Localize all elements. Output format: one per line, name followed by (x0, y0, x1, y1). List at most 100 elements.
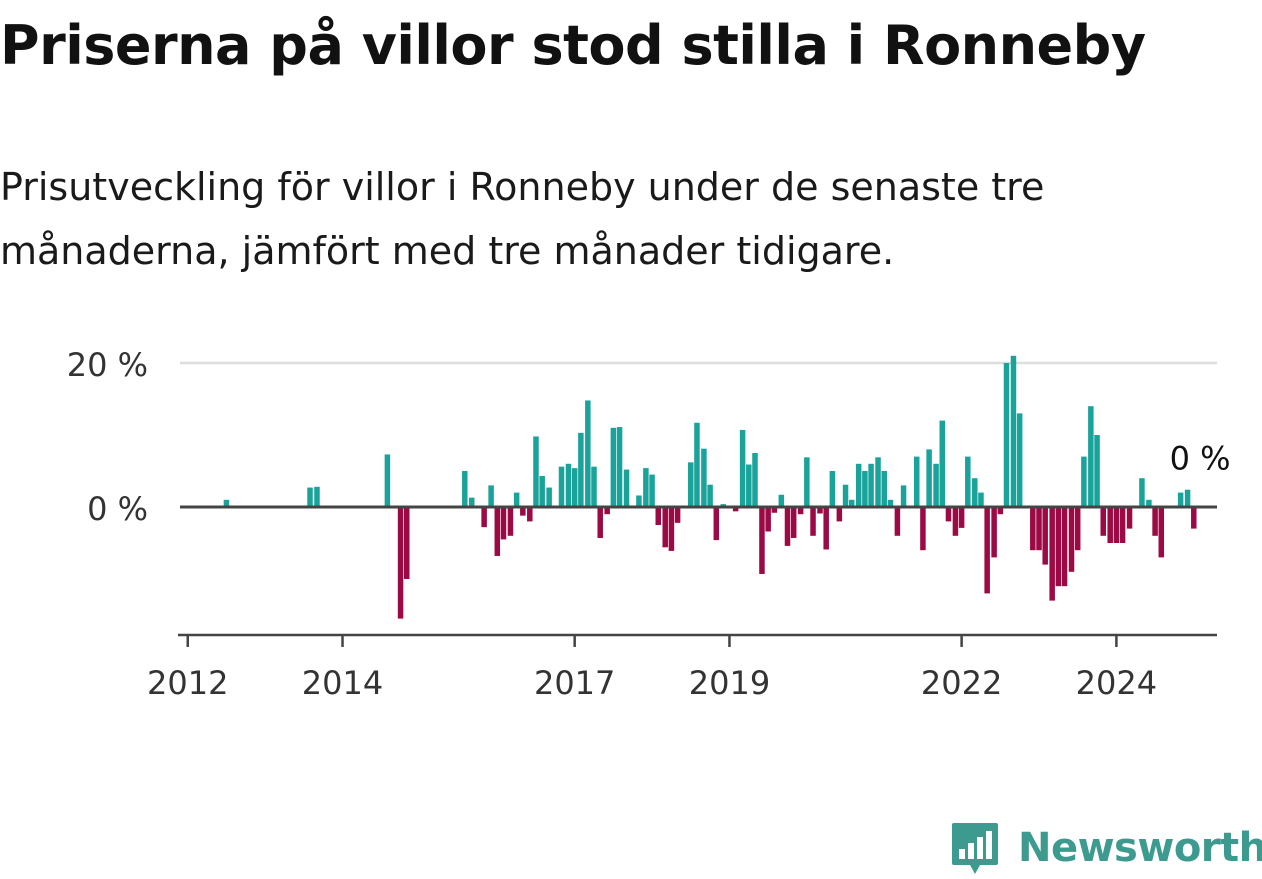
bar (997, 507, 1004, 515)
bar (926, 449, 932, 507)
bar (314, 486, 320, 507)
bar (1177, 492, 1184, 507)
bar (765, 507, 771, 532)
bar (1184, 489, 1191, 507)
bar (585, 400, 591, 507)
bar (913, 456, 920, 507)
bar (713, 507, 720, 541)
bar (1003, 363, 1010, 507)
newsworthy-logo-icon (952, 823, 998, 874)
bar (668, 507, 675, 551)
bar (739, 429, 746, 507)
bar (823, 507, 829, 550)
bar (1107, 507, 1113, 543)
bar (500, 507, 507, 540)
bar (469, 497, 475, 507)
bar (875, 457, 881, 507)
bar (1126, 507, 1133, 529)
x-tick-label: 2019 (689, 664, 770, 702)
bar (688, 462, 694, 507)
bar (1100, 507, 1106, 536)
bar (604, 507, 610, 515)
bar (546, 487, 552, 507)
last-value-label: 0 % (1170, 440, 1231, 478)
bar (674, 507, 681, 523)
bar (1030, 507, 1036, 551)
bar (829, 471, 836, 507)
bar (565, 463, 572, 507)
bar (223, 499, 230, 507)
bar (797, 507, 804, 515)
bar (752, 453, 758, 507)
bar (790, 507, 797, 538)
x-tick-label: 2014 (302, 664, 383, 702)
y-tick-label: 0 % (87, 490, 148, 528)
bar (1088, 406, 1094, 507)
bar (1049, 507, 1055, 601)
bar (881, 471, 887, 507)
bar (1113, 507, 1120, 543)
bar (778, 494, 785, 507)
newsworthy-logo: Newsworthy (950, 818, 1262, 878)
bar (978, 492, 984, 507)
x-tick-label: 2022 (921, 664, 1002, 702)
bar (481, 507, 487, 528)
bar (520, 507, 526, 516)
page-title: Priserna på villor stod stilla i Ronneby (0, 14, 1146, 77)
bar (662, 507, 668, 548)
bar (991, 507, 997, 558)
bar (771, 507, 778, 513)
bar (1119, 507, 1126, 543)
bar (933, 463, 939, 507)
page-subtitle: Prisutveckling för villor i Ronneby unde… (0, 165, 1045, 273)
bar (1042, 507, 1048, 565)
bar (527, 507, 533, 522)
bar (1152, 507, 1158, 536)
bar (894, 507, 901, 536)
bar (1074, 507, 1081, 551)
bar (958, 507, 965, 528)
bar (817, 507, 823, 514)
bar (616, 427, 623, 507)
bar (1055, 507, 1062, 587)
bar (810, 507, 816, 536)
bar (591, 466, 597, 507)
x-tick-label: 2012 (147, 664, 228, 702)
bar (1094, 435, 1100, 507)
bar (984, 507, 990, 594)
bar (655, 507, 662, 525)
bar (636, 495, 642, 507)
bar (707, 484, 713, 507)
bar (848, 499, 855, 507)
bar (732, 507, 739, 512)
bar (965, 456, 971, 507)
bar (862, 471, 868, 507)
y-tick-label: 20 % (67, 346, 148, 384)
bar (1146, 499, 1152, 507)
bar (759, 507, 765, 574)
bar (597, 507, 603, 538)
bar (533, 436, 539, 507)
bar (784, 507, 791, 546)
bar (939, 420, 946, 507)
bar (952, 507, 959, 536)
bar (804, 457, 810, 507)
bar (887, 499, 894, 507)
x-tick-label: 2024 (1076, 664, 1157, 702)
bar (397, 507, 404, 619)
bar (1010, 355, 1017, 507)
bar (384, 454, 391, 507)
bar (1068, 507, 1075, 572)
bar (623, 469, 630, 507)
bar (307, 487, 313, 507)
bar (868, 463, 874, 507)
bar (1139, 478, 1145, 507)
bar (701, 448, 707, 507)
bar (855, 463, 862, 507)
x-tick-label: 2017 (534, 664, 615, 702)
brand-name: Newsworthy (1018, 825, 1262, 871)
bar (610, 427, 617, 507)
bar (746, 464, 752, 507)
bar (842, 484, 849, 507)
